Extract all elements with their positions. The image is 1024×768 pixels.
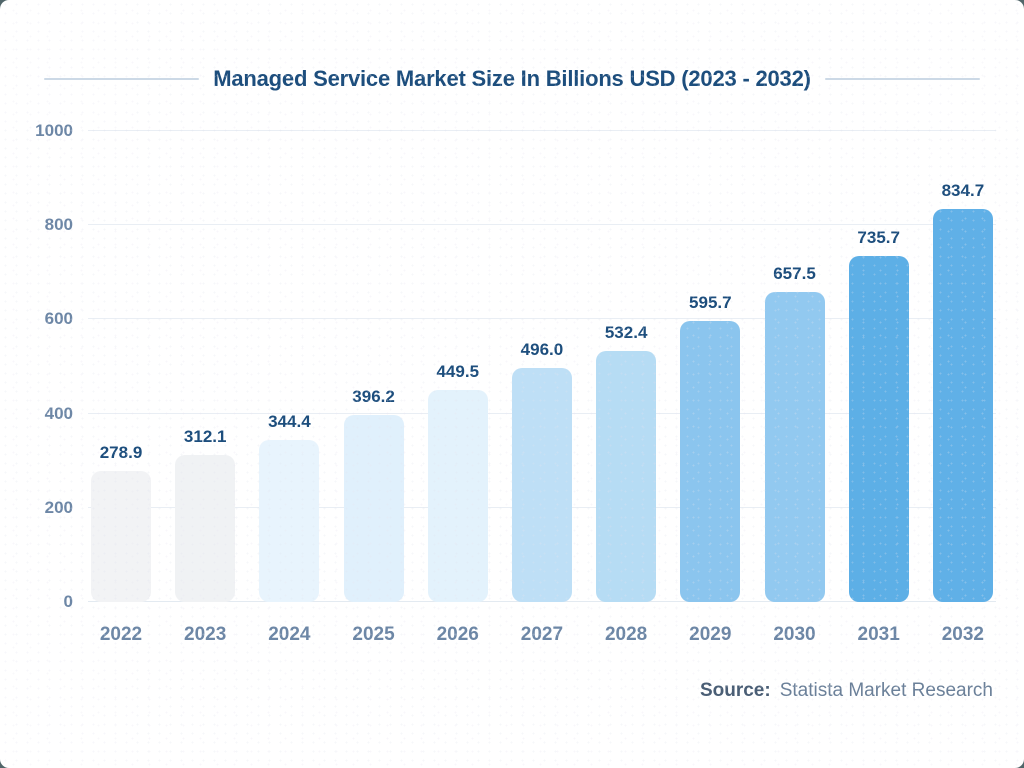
bar-slot-2032: 834.7 bbox=[932, 131, 993, 602]
x-tick-2023: 2023 bbox=[184, 624, 227, 645]
y-tick-200: 200 bbox=[44, 497, 73, 517]
title-rule-right bbox=[824, 78, 980, 80]
x-tick-2030: 2030 bbox=[773, 624, 816, 645]
bar-2032 bbox=[932, 208, 993, 602]
bar-value-2023: 312.1 bbox=[183, 427, 227, 447]
bar-2030 bbox=[764, 292, 825, 602]
bar-value-2026: 449.5 bbox=[436, 362, 480, 382]
y-tick-1000: 1000 bbox=[35, 121, 73, 140]
bar-slot-2029: 595.7 bbox=[680, 131, 741, 602]
plot-area: 278.9 312.1 344.4 396.2 449.5 496.0 532.4 595.7… bbox=[88, 130, 996, 602]
bar-2022 bbox=[91, 470, 151, 602]
x-tick-2029: 2029 bbox=[689, 624, 732, 645]
x-tick-2024: 2024 bbox=[268, 624, 311, 645]
bar-value-2022: 278.9 bbox=[99, 442, 143, 462]
x-tick-2022: 2022 bbox=[99, 624, 143, 645]
bar-slot-2028: 532.4 bbox=[596, 131, 657, 602]
bar-2026 bbox=[427, 390, 488, 602]
bar-slot-2025: 396.2 bbox=[343, 131, 404, 602]
bar-value-2031: 735.7 bbox=[857, 227, 900, 247]
x-tick-2031: 2031 bbox=[857, 624, 900, 645]
bar-2027 bbox=[511, 368, 572, 602]
bar-value-2027: 496.0 bbox=[520, 340, 564, 360]
bar-2025 bbox=[343, 415, 404, 602]
source-label: Source: bbox=[699, 680, 771, 701]
bar-slot-2030: 657.5 bbox=[764, 131, 825, 602]
bar-slot-2027: 496.0 bbox=[511, 131, 572, 602]
bar-2023 bbox=[175, 455, 236, 602]
title-rule-left bbox=[44, 78, 200, 80]
y-tick-800: 800 bbox=[44, 215, 73, 235]
source-text: Statista Market Research bbox=[779, 680, 993, 701]
bar-slot-2023: 312.1 bbox=[175, 131, 236, 602]
y-tick-600: 600 bbox=[44, 309, 73, 329]
x-tick-2032: 2032 bbox=[941, 624, 985, 645]
bar-value-2029: 595.7 bbox=[689, 293, 732, 313]
chart-header: Managed Service Market Size In Billions … bbox=[0, 63, 1024, 95]
bar-slot-2031: 735.7 bbox=[848, 131, 909, 602]
bar-slot-2022: 278.9 bbox=[91, 131, 151, 602]
bar-value-2028: 532.4 bbox=[604, 323, 648, 343]
bar-2024 bbox=[259, 439, 320, 602]
bar-2029 bbox=[680, 321, 741, 602]
y-tick-400: 400 bbox=[44, 403, 73, 423]
gridline-1000 bbox=[88, 130, 996, 131]
x-tick-2028: 2028 bbox=[604, 624, 648, 645]
chart-title: Managed Service Market Size In Billions … bbox=[213, 66, 811, 91]
x-tick-2026: 2026 bbox=[436, 624, 479, 645]
bar-slot-2026: 449.5 bbox=[427, 131, 488, 602]
x-axis: 2022 2023 2024 2025 2026 2027 2028 2029 2030 2031… bbox=[88, 624, 996, 646]
bar-slot-2024: 344.4 bbox=[259, 131, 320, 602]
x-tick-2025: 2025 bbox=[352, 624, 395, 645]
y-tick-0: 0 bbox=[63, 592, 73, 611]
gridline-600 bbox=[88, 318, 996, 320]
bar-value-2025: 396.2 bbox=[352, 387, 395, 407]
bar-2031 bbox=[848, 255, 909, 602]
x-tick-2027: 2027 bbox=[520, 624, 564, 645]
bar-value-2024: 344.4 bbox=[268, 411, 311, 431]
bars-row: 278.9 312.1 344.4 396.2 449.5 496.0 532.4 595.7… bbox=[88, 131, 996, 602]
bar-value-2032: 834.7 bbox=[941, 180, 985, 200]
bar-value-2030: 657.5 bbox=[773, 264, 816, 284]
source-row: Source: Statista Market Research bbox=[700, 679, 993, 703]
gridline-800 bbox=[88, 224, 996, 226]
bar-2028 bbox=[596, 351, 657, 602]
